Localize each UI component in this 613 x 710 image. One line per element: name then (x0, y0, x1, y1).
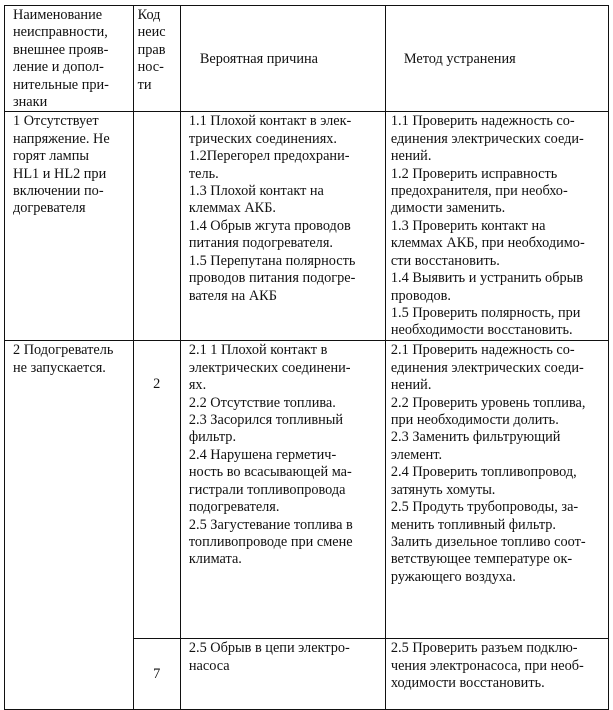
cause-cell: 1.1 Плохой контакт в элек- трических сое… (179, 111, 386, 342)
header-code: Код неис прав нос- ти (132, 4, 181, 113)
table-row: 1 Отсутствует напряжение. Не горят лампы… (4, 111, 610, 342)
table-row: 2 Подогреватель не запускается. 2 2.1 1 … (4, 340, 610, 710)
cause-cell: 2.5 Обрыв в цепи электро- насоса (179, 638, 386, 710)
troubleshooting-table: Наименование неисправности, внешнее проя… (4, 4, 610, 710)
fix-cell: 2.5 Проверить разъем подклю- чения элект… (384, 638, 610, 710)
fault-cell: 1 Отсутствует напряжение. Не горят лампы… (4, 111, 134, 342)
fix-cell: 2.1 Проверить надежность со- единения эл… (384, 340, 610, 640)
code-cell: 7 (132, 638, 181, 710)
header-fix: Метод устранения (384, 4, 610, 113)
cause-cell: 2.1 1 Плохой контакт в электрических сое… (179, 340, 386, 640)
code-cell (132, 111, 181, 342)
header-cause: Вероятная причина (179, 4, 386, 113)
header-fault: Наименование неисправности, внешнее проя… (4, 4, 134, 113)
code-cell: 2 (132, 340, 181, 640)
fix-cell: 1.1 Проверить надежность со- единения эл… (384, 111, 610, 342)
fault-cell: 2 Подогреватель не запускается. (4, 340, 134, 710)
table-header-row: Наименование неисправности, внешнее проя… (4, 4, 610, 113)
